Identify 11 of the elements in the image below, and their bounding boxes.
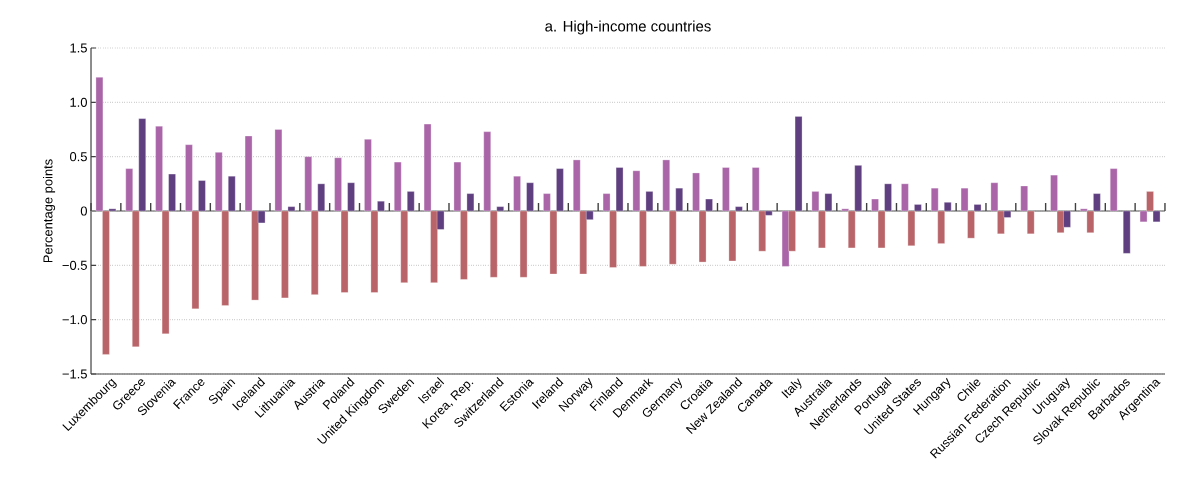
y-axis-title: Percentage points [43,159,56,263]
y-tick-label: −1.5 [62,369,87,379]
y-tick-label: 0 [80,206,87,216]
y-tick-label: −1.0 [62,315,87,325]
y-tick-label: 1.5 [70,43,87,53]
y-tick-label: −0.5 [62,260,87,270]
y-tick-label: 1.0 [70,97,87,107]
bar [1123,210,1131,254]
y-tick-label: 0.5 [69,152,87,162]
bar [1110,168,1118,212]
chart-title: a. High-income countries [545,20,711,35]
